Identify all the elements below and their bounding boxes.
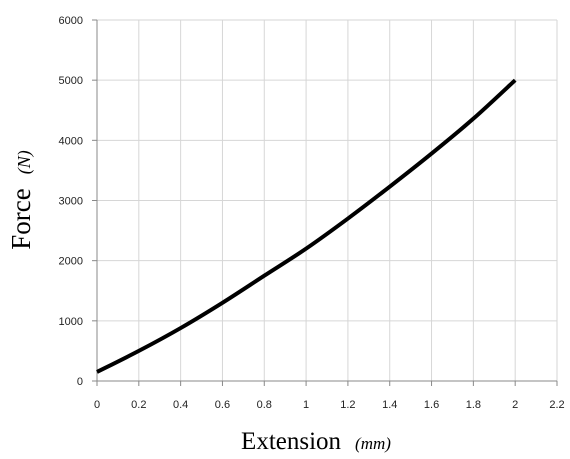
y-tick-label: 2000: [59, 256, 83, 268]
x-tick-label: 1.2: [340, 399, 355, 411]
x-tick-label: 0.2: [131, 399, 146, 411]
x-tick-label: 0.8: [257, 399, 272, 411]
x-tick-label: 1.8: [466, 399, 481, 411]
y-tick-label: 1000: [59, 316, 83, 328]
y-tick-label: 3000: [59, 196, 83, 208]
x-axis-title: Extension (mm): [241, 428, 391, 455]
y-axis-title: Force (N): [6, 150, 36, 249]
x-tick-label: 2.2: [549, 399, 564, 411]
x-tick-label: 1.6: [424, 399, 439, 411]
axes: [92, 19, 558, 386]
y-tick-label: 0: [77, 376, 83, 388]
y-axis-ticks: 0 1000 2000 3000 4000 5000 6000: [59, 15, 83, 388]
y-axis-title-unit: (N): [14, 150, 35, 174]
x-tick-label: 0.4: [173, 399, 188, 411]
y-axis-title-text: Force: [6, 188, 36, 249]
x-tick-label: 0: [94, 399, 100, 411]
x-tick-label: 0.6: [215, 399, 230, 411]
series: [96, 78, 517, 374]
series-line: [96, 78, 517, 374]
x-tick-label: 1.4: [382, 399, 397, 411]
x-tick-label: 2: [512, 399, 518, 411]
x-axis-ticks: 0 0.2 0.4 0.6 0.8 1 1.2 1.4 1.6 1.8 2 2.2: [94, 399, 565, 411]
grid: [97, 19, 558, 381]
y-tick-label: 4000: [59, 135, 83, 147]
x-axis-title-text: Extension: [241, 428, 341, 455]
x-axis-title-unit: (mm): [355, 434, 391, 453]
y-tick-label: 6000: [59, 15, 83, 27]
x-tick-label: 1: [303, 399, 309, 411]
y-tick-label: 5000: [59, 75, 83, 87]
